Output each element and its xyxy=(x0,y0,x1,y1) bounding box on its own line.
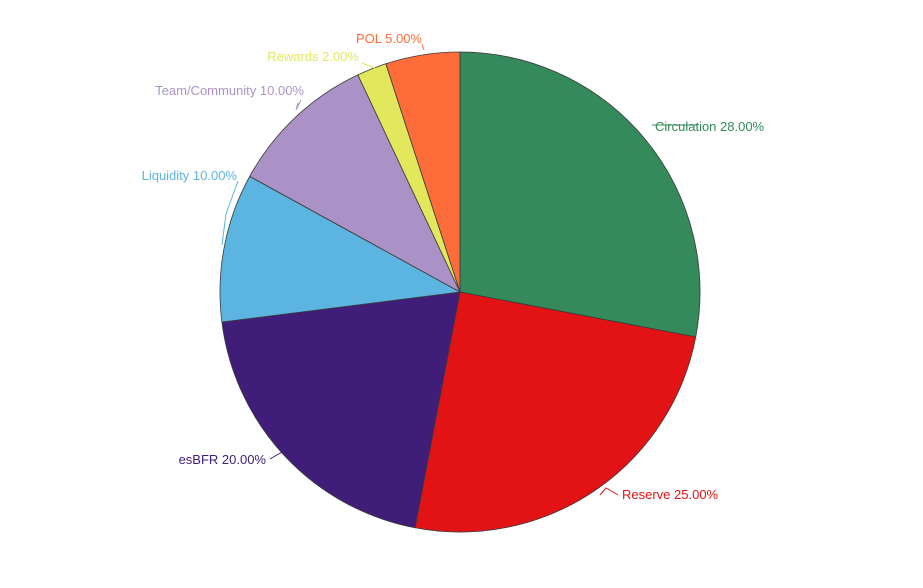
slice-label-esbfr: esBFR 20.00% xyxy=(179,452,267,467)
pie-slice-pol xyxy=(385,51,461,293)
slice-label-reserve: Reserve 25.00% xyxy=(622,487,719,502)
leader-line-reserve xyxy=(599,487,619,496)
slice-label-liquidity: Liquidity 10.00% xyxy=(142,168,238,183)
slice-label-pol: POL 5.00% xyxy=(356,31,422,46)
slice-labels: Circulation 28.00% Reserve 25.00% esBFR 20… xyxy=(142,31,765,502)
label-leader-lines xyxy=(221,43,697,496)
leader-line-esbfr xyxy=(269,451,291,460)
leader-line-pol xyxy=(421,43,425,51)
leader-line-team-community xyxy=(295,99,302,111)
slice-label-circulation: Circulation 28.00% xyxy=(655,119,765,134)
pie-slice-circulation xyxy=(459,51,701,338)
pie-slice-team-community xyxy=(249,74,461,293)
slice-label-rewards: Rewards 2.00% xyxy=(267,49,359,64)
pie-slice-liquidity xyxy=(219,175,462,323)
pie-slice-esbfr xyxy=(221,291,461,529)
pie-slices xyxy=(219,51,701,533)
pie-slice-reserve xyxy=(414,291,697,533)
leader-line-rewards xyxy=(361,62,376,69)
slice-label-team-community: Team/Community 10.00% xyxy=(155,83,304,98)
leader-line-liquidity xyxy=(221,180,239,246)
